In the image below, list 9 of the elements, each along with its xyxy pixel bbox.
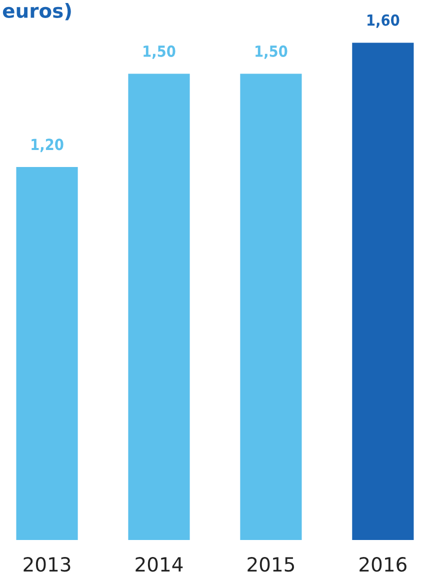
x-tick-label: 2015 — [248, 557, 294, 572]
data-label: 1,50 — [256, 45, 288, 59]
x-tick-label: 2014 — [136, 557, 183, 572]
x-tick-label: 2016 — [360, 557, 406, 572]
data-label: 1,60 — [368, 14, 400, 28]
chart-title: euros) — [2, 2, 71, 20]
data-label: 1,50 — [144, 45, 176, 59]
data-label: 1,20 — [32, 138, 64, 152]
x-tick-label: 2013 — [24, 557, 70, 572]
